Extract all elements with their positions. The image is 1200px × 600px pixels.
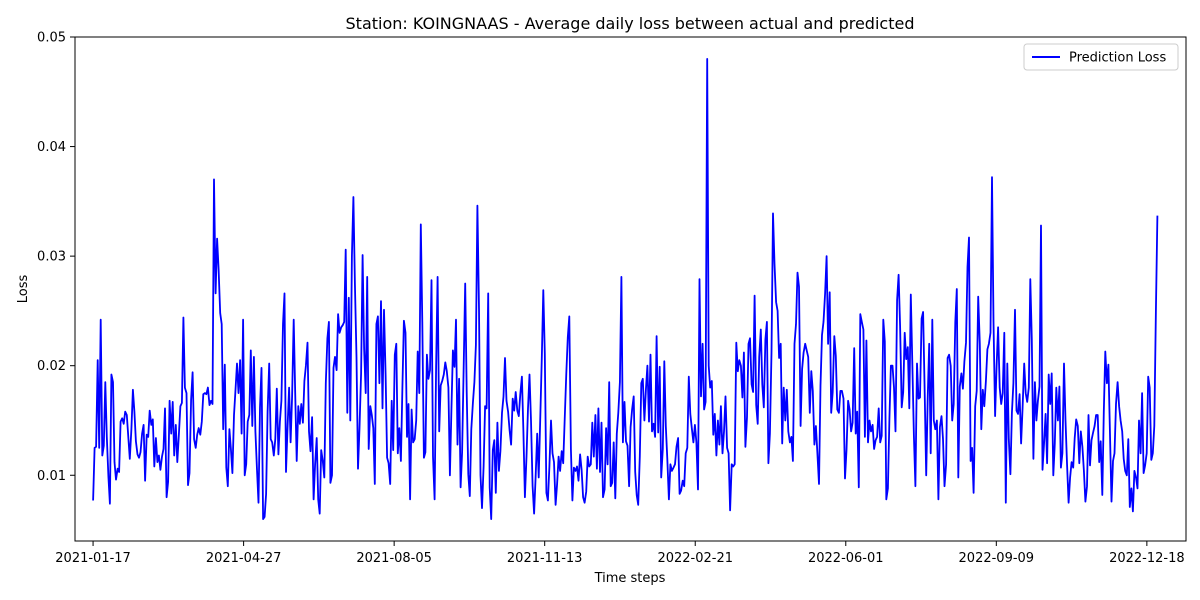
x-tick-label: 2022-02-21 (657, 551, 733, 566)
y-axis-ticks: 0.01 0.02 0.03 0.04 0.05 (37, 31, 75, 484)
x-tick-label: 2022-09-09 (959, 551, 1035, 566)
y-tick-label: 0.02 (37, 359, 66, 374)
x-tick-label: 2021-04-27 (206, 551, 282, 566)
x-tick-label: 2022-12-18 (1109, 551, 1185, 566)
x-tick-label: 2021-01-17 (55, 551, 131, 566)
x-tick-label: 2021-08-05 (356, 551, 432, 566)
chart-title: Station: KOINGNAAS - Average daily loss … (346, 14, 915, 33)
x-tick-label: 2021-11-13 (507, 551, 583, 566)
legend: Prediction Loss (1023, 43, 1179, 71)
x-tick-label: 2022-06-01 (808, 551, 884, 566)
legend-label-prediction-loss: Prediction Loss (1069, 51, 1166, 66)
y-tick-label: 0.01 (37, 469, 66, 484)
y-tick-label: 0.04 (37, 140, 66, 155)
x-axis-ticks: 2021-01-17 2021-04-27 2021-08-05 2021-11-13… (55, 541, 1185, 566)
series-line-prediction-loss (92, 58, 1159, 520)
y-tick-label: 0.05 (37, 31, 66, 46)
legend-box (1023, 43, 1179, 71)
plot-area-frame (74, 36, 1187, 542)
y-tick-label: 0.03 (37, 250, 66, 265)
x-axis-label: Time steps (594, 571, 666, 586)
y-axis-label: Loss (16, 275, 31, 304)
